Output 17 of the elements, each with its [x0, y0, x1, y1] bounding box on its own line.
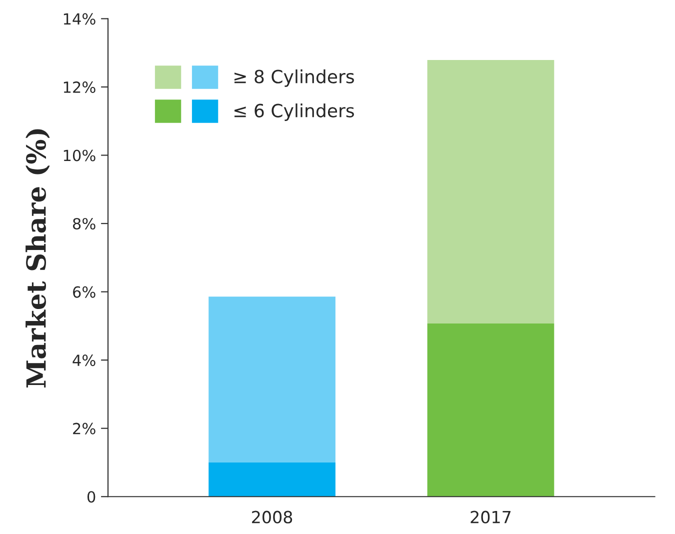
y-tick-label: 10%	[64, 150, 96, 162]
legend-label: ≤ 6 Cylinders	[234, 103, 354, 121]
bar	[427, 324, 554, 497]
x-tick-label: 2008	[252, 510, 292, 524]
y-tick-label: 0	[87, 491, 96, 503]
y-tick-label: 12%	[64, 81, 96, 93]
bar	[208, 462, 336, 497]
y-tick-label: 14%	[64, 13, 96, 25]
x-tick-label: 2017	[470, 510, 511, 524]
bar	[427, 60, 554, 324]
legend-label: ≥ 8 Cylinders	[234, 69, 354, 87]
y-tick-label: 8%	[72, 218, 96, 230]
bar	[208, 296, 336, 462]
y-tick-label: 4%	[72, 354, 96, 366]
y-tick-label: 2%	[73, 422, 96, 434]
y-tick-label: 6%	[73, 286, 96, 298]
y-axis-title: Market Share (%)	[26, 129, 50, 388]
